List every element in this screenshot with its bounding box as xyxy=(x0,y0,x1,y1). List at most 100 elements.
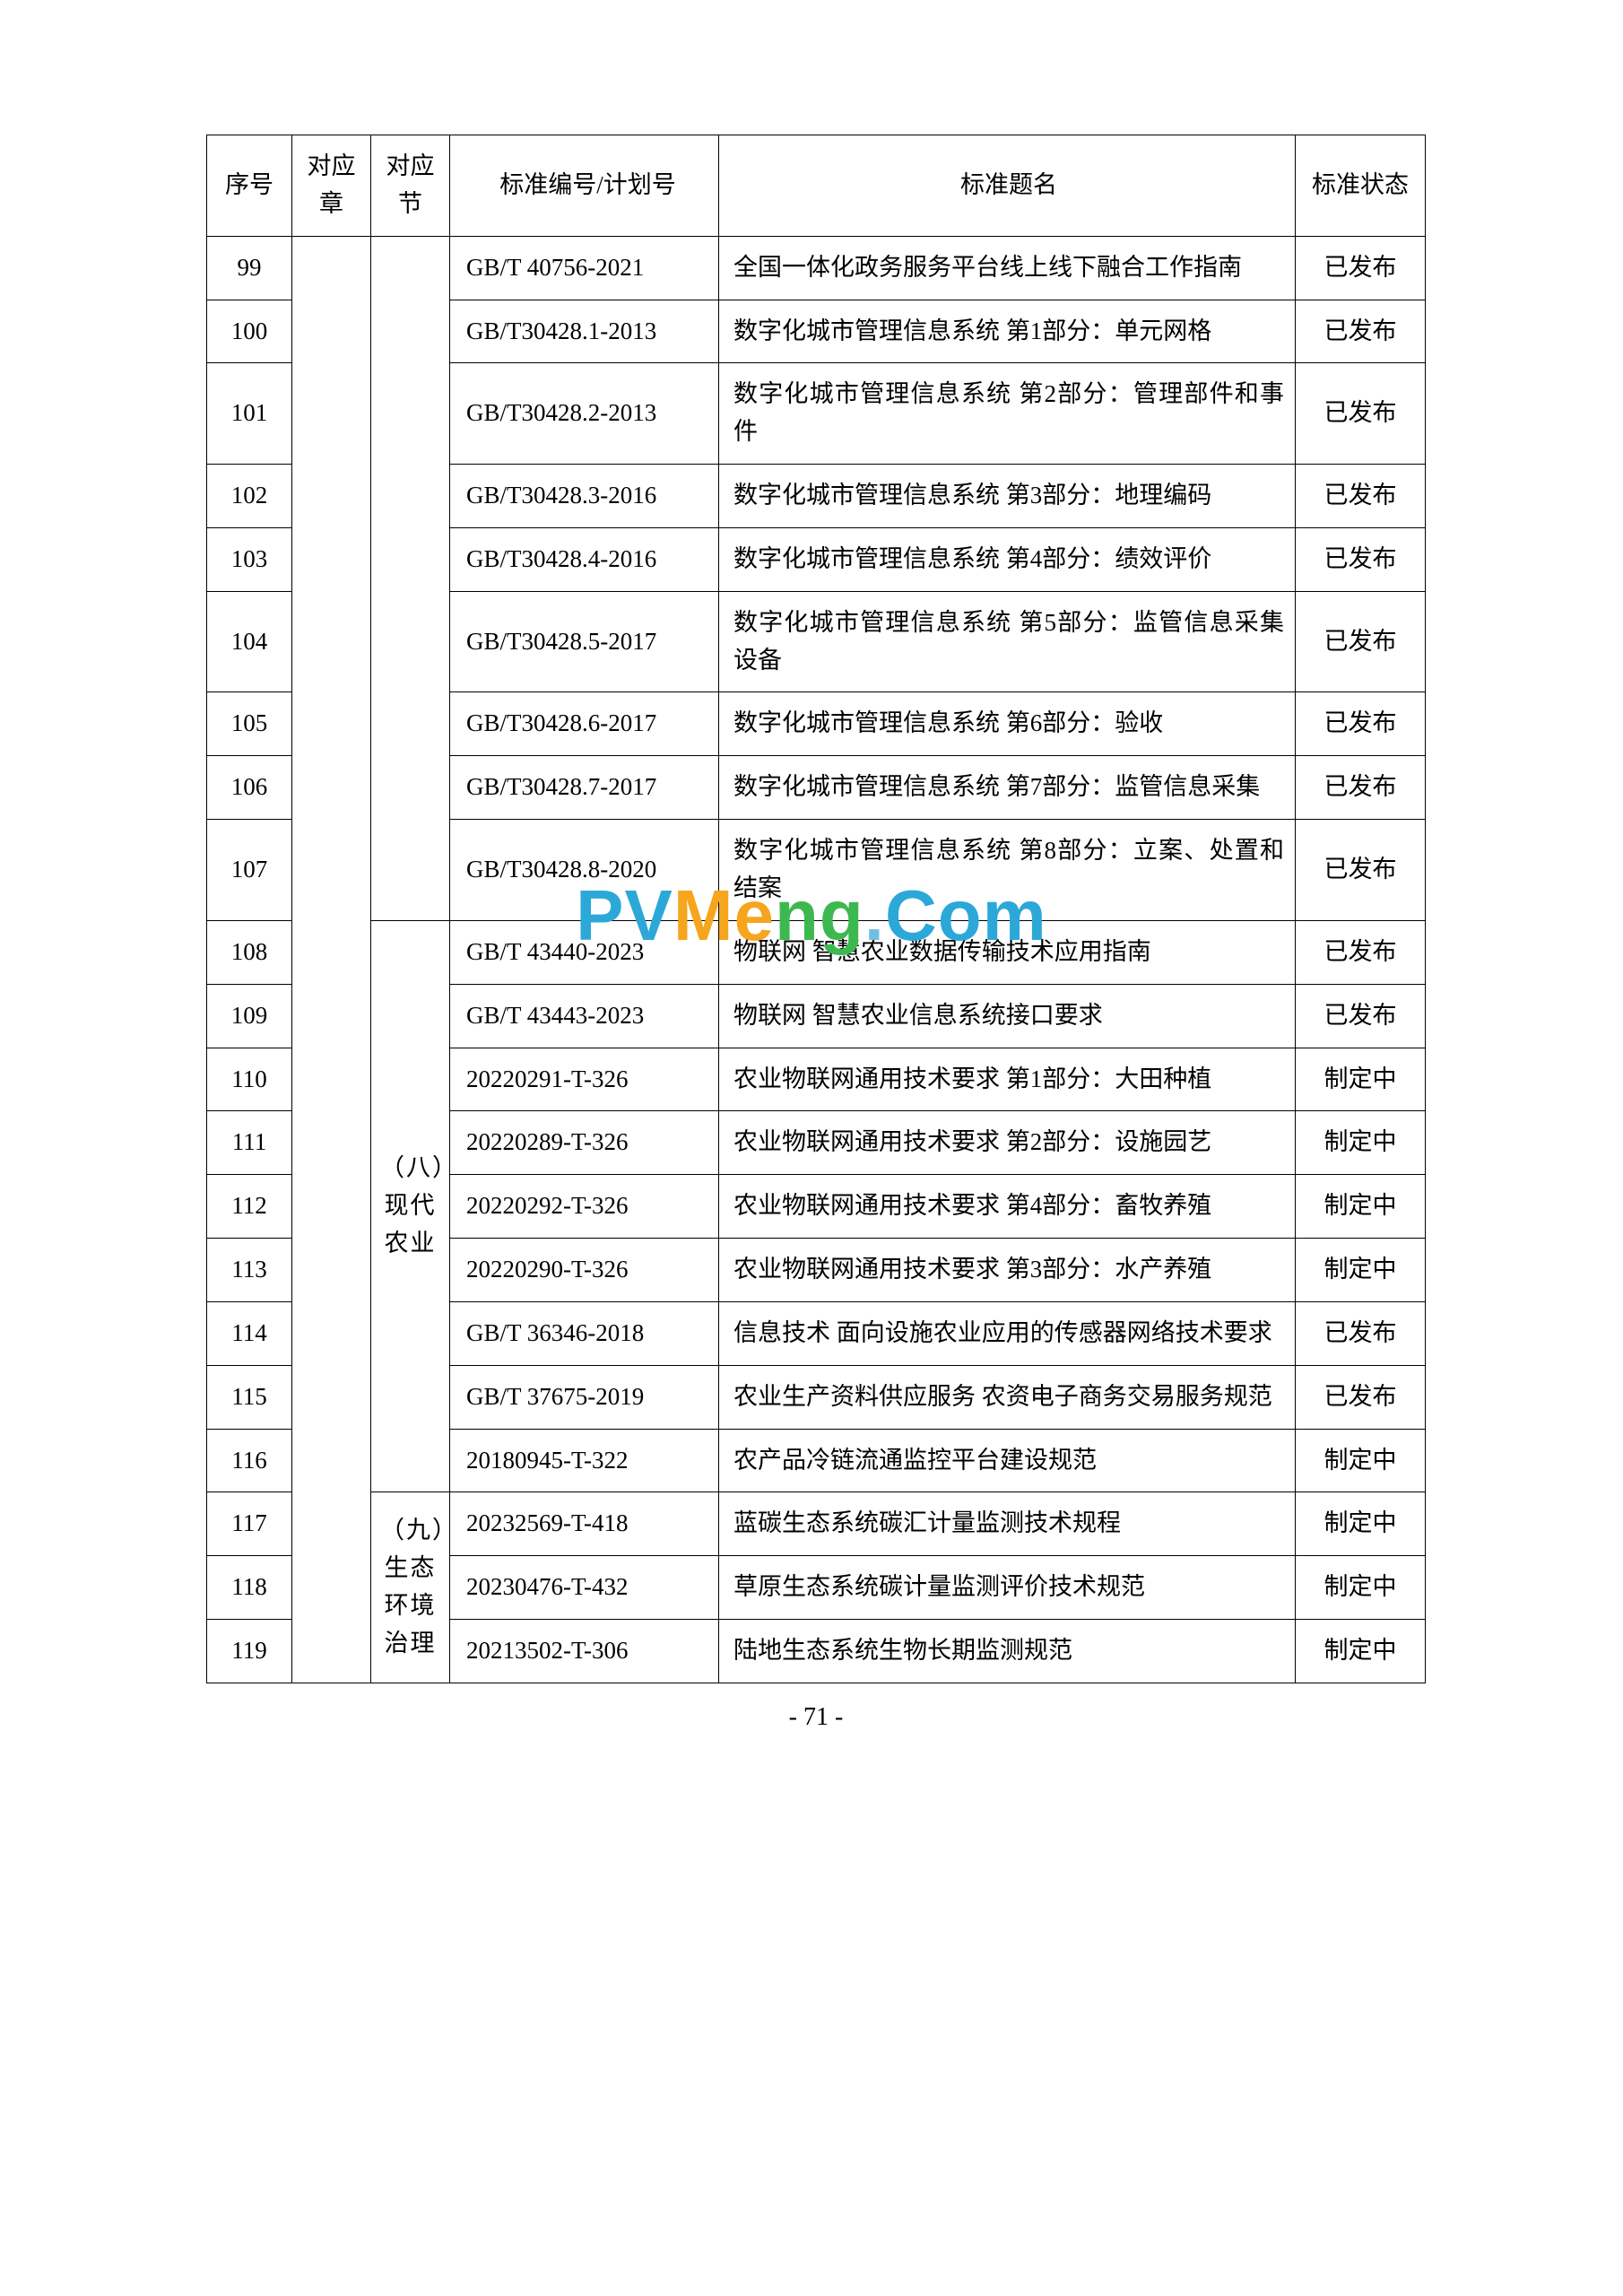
cell-status: 已发布 xyxy=(1296,363,1426,465)
cell-code: GB/T30428.5-2017 xyxy=(450,591,719,692)
col-header-section: 对应节 xyxy=(371,135,450,237)
cell-title: 数字化城市管理信息系统 第3部分：地理编码 xyxy=(719,465,1296,528)
cell-code: GB/T30428.4-2016 xyxy=(450,527,719,591)
col-header-status: 标准状态 xyxy=(1296,135,1426,237)
cell-status: 制定中 xyxy=(1296,1175,1426,1239)
table-row: 117 （九）生态环境治理 20232569-T-418 蓝碳生态系统碳汇计量监… xyxy=(207,1492,1426,1556)
cell-code: GB/T 43443-2023 xyxy=(450,984,719,1048)
cell-code: GB/T 37675-2019 xyxy=(450,1365,719,1429)
cell-title: 农产品冷链流通监控平台建设规范 xyxy=(719,1429,1296,1492)
cell-status: 制定中 xyxy=(1296,1239,1426,1302)
cell-seq: 101 xyxy=(207,363,292,465)
cell-status: 制定中 xyxy=(1296,1492,1426,1556)
cell-seq: 108 xyxy=(207,920,292,984)
cell-code: 20220292-T-326 xyxy=(450,1175,719,1239)
cell-code: GB/T 36346-2018 xyxy=(450,1301,719,1365)
cell-status: 已发布 xyxy=(1296,820,1426,921)
cell-title: 数字化城市管理信息系统 第8部分：立案、处置和结案 xyxy=(719,820,1296,921)
page-number: - 71 - xyxy=(206,1703,1426,1732)
document-page: PVMeng.Com 序号 对应章 对应节 标准编号/计划号 标准题名 标准状态… xyxy=(0,0,1623,1822)
col-header-title: 标准题名 xyxy=(719,135,1296,237)
cell-seq: 102 xyxy=(207,465,292,528)
cell-seq: 103 xyxy=(207,527,292,591)
cell-title: 草原生态系统碳计量监测评价技术规范 xyxy=(719,1556,1296,1620)
cell-title: 物联网 智慧农业数据传输技术应用指南 xyxy=(719,920,1296,984)
cell-title: 全国一体化政务服务平台线上线下融合工作指南 xyxy=(719,236,1296,300)
cell-seq: 104 xyxy=(207,591,292,692)
cell-code: GB/T30428.3-2016 xyxy=(450,465,719,528)
cell-code: 20230476-T-432 xyxy=(450,1556,719,1620)
cell-seq: 99 xyxy=(207,236,292,300)
cell-code: GB/T 43440-2023 xyxy=(450,920,719,984)
cell-status: 已发布 xyxy=(1296,527,1426,591)
cell-section-9: （九）生态环境治理 xyxy=(371,1492,450,1683)
cell-title: 物联网 智慧农业信息系统接口要求 xyxy=(719,984,1296,1048)
cell-section-8: （八）现代农业 xyxy=(371,920,450,1492)
cell-title: 农业生产资料供应服务 农资电子商务交易服务规范 xyxy=(719,1365,1296,1429)
cell-title: 数字化城市管理信息系统 第1部分：单元网格 xyxy=(719,300,1296,363)
cell-seq: 110 xyxy=(207,1048,292,1111)
cell-seq: 116 xyxy=(207,1429,292,1492)
cell-seq: 117 xyxy=(207,1492,292,1556)
cell-seq: 114 xyxy=(207,1301,292,1365)
cell-status: 制定中 xyxy=(1296,1111,1426,1175)
cell-code: 20220289-T-326 xyxy=(450,1111,719,1175)
cell-status: 制定中 xyxy=(1296,1048,1426,1111)
cell-code: 20180945-T-322 xyxy=(450,1429,719,1492)
cell-code: GB/T30428.6-2017 xyxy=(450,692,719,756)
col-header-seq: 序号 xyxy=(207,135,292,237)
cell-code: 20220291-T-326 xyxy=(450,1048,719,1111)
cell-title: 信息技术 面向设施农业应用的传感器网络技术要求 xyxy=(719,1301,1296,1365)
cell-code: 20232569-T-418 xyxy=(450,1492,719,1556)
cell-status: 已发布 xyxy=(1296,984,1426,1048)
cell-title: 数字化城市管理信息系统 第6部分：验收 xyxy=(719,692,1296,756)
table-body: 99 GB/T 40756-2021 全国一体化政务服务平台线上线下融合工作指南… xyxy=(207,236,1426,1683)
cell-seq: 112 xyxy=(207,1175,292,1239)
cell-status: 已发布 xyxy=(1296,920,1426,984)
cell-section-merged-blank xyxy=(371,236,450,920)
cell-status: 已发布 xyxy=(1296,236,1426,300)
cell-title: 数字化城市管理信息系统 第5部分：监管信息采集设备 xyxy=(719,591,1296,692)
cell-status: 已发布 xyxy=(1296,1365,1426,1429)
cell-seq: 115 xyxy=(207,1365,292,1429)
col-header-chapter: 对应章 xyxy=(292,135,371,237)
cell-title: 农业物联网通用技术要求 第4部分：畜牧养殖 xyxy=(719,1175,1296,1239)
table-header-row: 序号 对应章 对应节 标准编号/计划号 标准题名 标准状态 xyxy=(207,135,1426,237)
cell-status: 制定中 xyxy=(1296,1429,1426,1492)
cell-title: 蓝碳生态系统碳汇计量监测技术规程 xyxy=(719,1492,1296,1556)
cell-chapter-merged xyxy=(292,236,371,1683)
cell-seq: 106 xyxy=(207,756,292,820)
cell-status: 制定中 xyxy=(1296,1556,1426,1620)
cell-title: 农业物联网通用技术要求 第1部分：大田种植 xyxy=(719,1048,1296,1111)
cell-title: 陆地生态系统生物长期监测规范 xyxy=(719,1620,1296,1683)
cell-seq: 111 xyxy=(207,1111,292,1175)
cell-seq: 118 xyxy=(207,1556,292,1620)
cell-code: GB/T30428.1-2013 xyxy=(450,300,719,363)
cell-status: 已发布 xyxy=(1296,591,1426,692)
col-header-code: 标准编号/计划号 xyxy=(450,135,719,237)
cell-code: GB/T 40756-2021 xyxy=(450,236,719,300)
cell-seq: 119 xyxy=(207,1620,292,1683)
cell-title: 农业物联网通用技术要求 第2部分：设施园艺 xyxy=(719,1111,1296,1175)
cell-code: 20220290-T-326 xyxy=(450,1239,719,1302)
table-row: 99 GB/T 40756-2021 全国一体化政务服务平台线上线下融合工作指南… xyxy=(207,236,1426,300)
cell-status: 已发布 xyxy=(1296,692,1426,756)
cell-seq: 109 xyxy=(207,984,292,1048)
cell-title: 农业物联网通用技术要求 第3部分：水产养殖 xyxy=(719,1239,1296,1302)
table-row: 108 （八）现代农业 GB/T 43440-2023 物联网 智慧农业数据传输… xyxy=(207,920,1426,984)
cell-seq: 105 xyxy=(207,692,292,756)
cell-code: GB/T30428.7-2017 xyxy=(450,756,719,820)
cell-seq: 107 xyxy=(207,820,292,921)
cell-title: 数字化城市管理信息系统 第7部分：监管信息采集 xyxy=(719,756,1296,820)
standards-table: 序号 对应章 对应节 标准编号/计划号 标准题名 标准状态 99 GB/T 40… xyxy=(206,135,1426,1683)
cell-status: 已发布 xyxy=(1296,756,1426,820)
cell-code: GB/T30428.2-2013 xyxy=(450,363,719,465)
cell-seq: 100 xyxy=(207,300,292,363)
cell-title: 数字化城市管理信息系统 第4部分：绩效评价 xyxy=(719,527,1296,591)
cell-status: 已发布 xyxy=(1296,300,1426,363)
cell-seq: 113 xyxy=(207,1239,292,1302)
cell-status: 已发布 xyxy=(1296,1301,1426,1365)
cell-status: 制定中 xyxy=(1296,1620,1426,1683)
cell-title: 数字化城市管理信息系统 第2部分：管理部件和事件 xyxy=(719,363,1296,465)
cell-code: 20213502-T-306 xyxy=(450,1620,719,1683)
